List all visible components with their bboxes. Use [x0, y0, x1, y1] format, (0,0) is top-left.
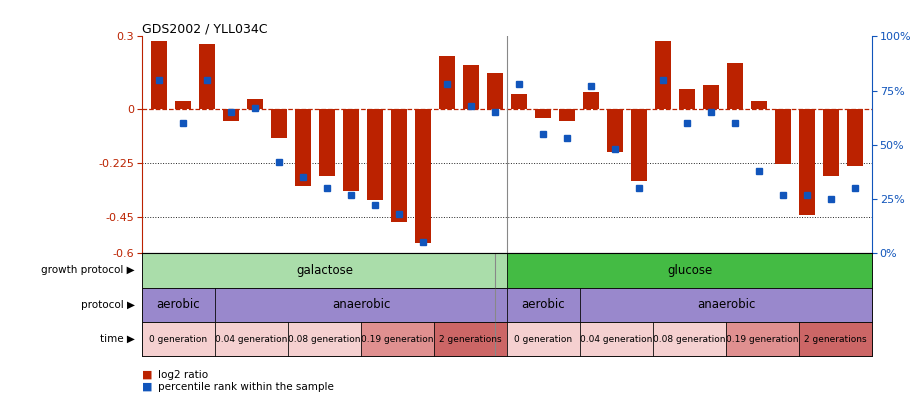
Bar — [271, 109, 287, 138]
Bar — [439, 56, 454, 109]
Bar — [142, 253, 507, 288]
Text: ■: ■ — [142, 382, 152, 392]
Bar — [295, 109, 311, 186]
Text: 0 generation: 0 generation — [149, 335, 208, 344]
Bar — [391, 109, 407, 222]
Bar — [580, 288, 872, 322]
Text: 0.04 generation: 0.04 generation — [581, 335, 653, 344]
Bar — [215, 288, 507, 322]
Text: 0.04 generation: 0.04 generation — [215, 335, 288, 344]
Bar — [703, 85, 719, 109]
Bar — [800, 109, 815, 215]
Text: 0 generation: 0 generation — [515, 335, 572, 344]
Bar — [319, 109, 334, 176]
Bar — [799, 322, 872, 356]
Bar — [607, 109, 623, 152]
Bar — [288, 322, 361, 356]
Bar — [631, 109, 647, 181]
Bar — [142, 288, 215, 322]
Text: log2 ratio: log2 ratio — [158, 370, 209, 379]
Text: 2 generations: 2 generations — [439, 335, 502, 344]
Text: GDS2002 / YLL034C: GDS2002 / YLL034C — [142, 22, 267, 35]
Text: 0.08 generation: 0.08 generation — [653, 335, 725, 344]
Bar — [727, 63, 743, 109]
Text: time ▶: time ▶ — [100, 334, 135, 344]
Bar — [583, 92, 599, 109]
Text: aerobic: aerobic — [522, 298, 565, 311]
Text: galactose: galactose — [296, 264, 353, 277]
Bar — [142, 322, 215, 356]
Text: percentile rank within the sample: percentile rank within the sample — [158, 382, 334, 392]
Bar — [487, 72, 503, 109]
Bar — [507, 288, 580, 322]
Bar — [507, 253, 872, 288]
Bar — [361, 322, 434, 356]
Bar — [847, 109, 863, 166]
Bar — [775, 109, 791, 164]
Text: 0.19 generation: 0.19 generation — [361, 335, 434, 344]
Bar — [223, 109, 239, 121]
Bar — [823, 109, 839, 176]
Text: anaerobic: anaerobic — [332, 298, 390, 311]
Bar — [367, 109, 383, 200]
Text: aerobic: aerobic — [157, 298, 201, 311]
Bar — [175, 102, 191, 109]
Bar — [726, 322, 799, 356]
Bar — [560, 109, 575, 121]
Bar — [199, 44, 214, 109]
Bar — [415, 109, 431, 243]
Text: anaerobic: anaerobic — [697, 298, 755, 311]
Text: ■: ■ — [142, 370, 152, 379]
Bar — [344, 109, 359, 190]
Bar — [151, 41, 167, 109]
Bar — [215, 322, 288, 356]
Bar — [511, 94, 527, 109]
Text: 2 generations: 2 generations — [804, 335, 867, 344]
Bar — [507, 322, 580, 356]
Bar — [653, 322, 726, 356]
Bar — [580, 322, 653, 356]
Bar — [655, 41, 671, 109]
Text: 0.19 generation: 0.19 generation — [726, 335, 799, 344]
Bar — [247, 99, 263, 109]
Bar — [463, 65, 479, 109]
Text: growth protocol ▶: growth protocol ▶ — [41, 265, 135, 275]
Text: 0.08 generation: 0.08 generation — [289, 335, 361, 344]
Text: glucose: glucose — [667, 264, 712, 277]
Bar — [434, 322, 507, 356]
Bar — [680, 90, 695, 109]
Bar — [535, 109, 551, 118]
Text: protocol ▶: protocol ▶ — [81, 300, 135, 310]
Bar — [751, 102, 767, 109]
